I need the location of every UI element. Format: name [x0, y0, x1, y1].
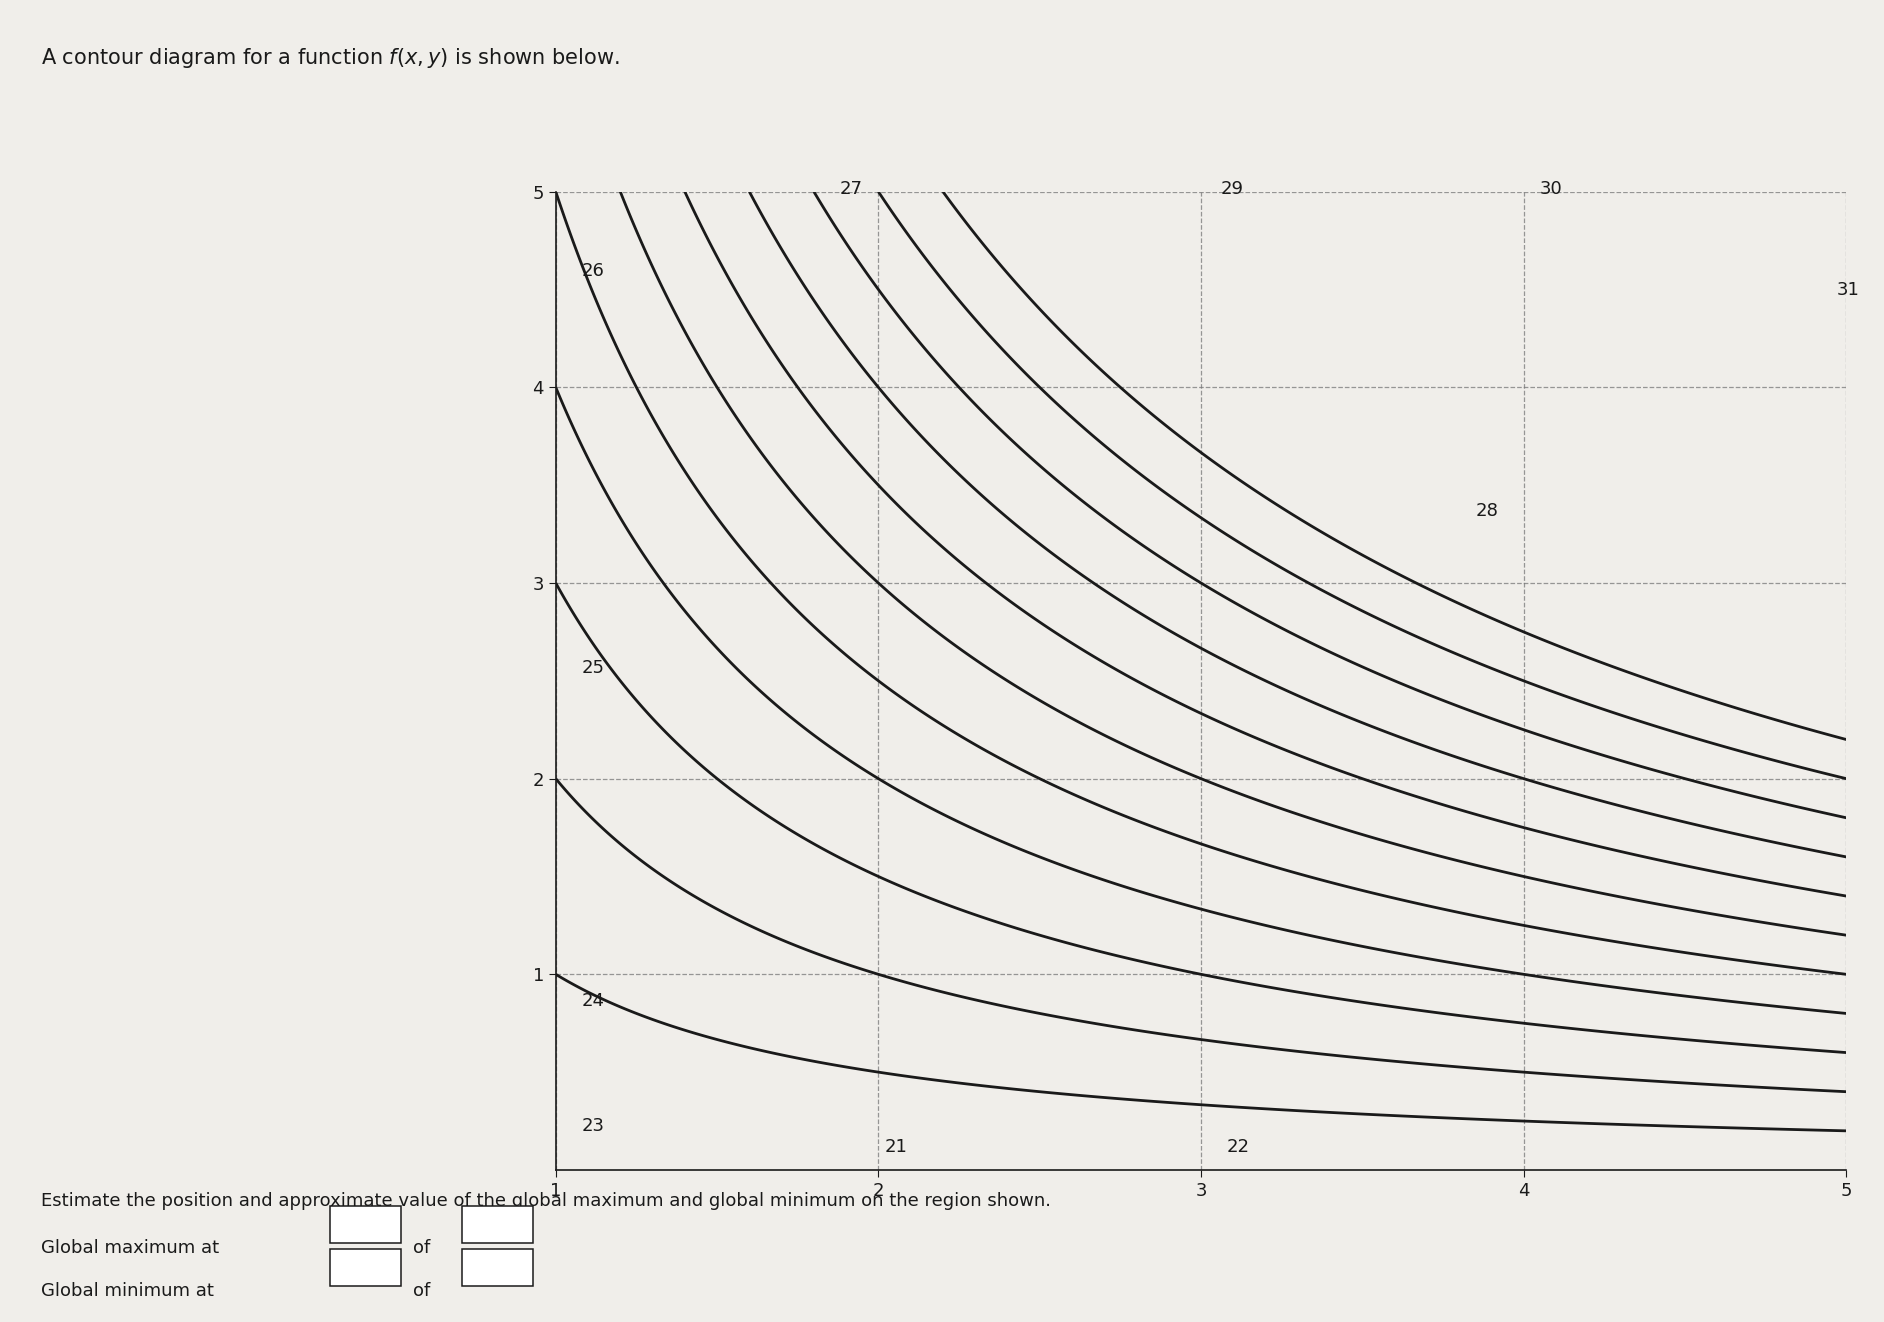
Text: 27: 27	[840, 180, 863, 197]
Text: 29: 29	[1221, 180, 1243, 197]
Text: 30: 30	[1539, 180, 1562, 197]
Text: 28: 28	[1475, 502, 1498, 521]
Text: Estimate the position and approximate value of the global maximum and global min: Estimate the position and approximate va…	[41, 1192, 1051, 1211]
Text: 31: 31	[1837, 282, 1860, 299]
Text: Global minimum at: Global minimum at	[41, 1282, 215, 1301]
Text: Global maximum at: Global maximum at	[41, 1239, 220, 1257]
Text: 25: 25	[582, 658, 605, 677]
Text: of: of	[413, 1282, 430, 1301]
Text: of: of	[413, 1239, 430, 1257]
Text: A contour diagram for a function $f(x, y)$ is shown below.: A contour diagram for a function $f(x, y…	[41, 46, 620, 70]
Text: 23: 23	[582, 1117, 605, 1134]
Text: 22: 22	[1226, 1138, 1249, 1157]
Text: 24: 24	[582, 992, 605, 1010]
Text: 26: 26	[582, 262, 605, 280]
Text: 21: 21	[885, 1138, 908, 1157]
